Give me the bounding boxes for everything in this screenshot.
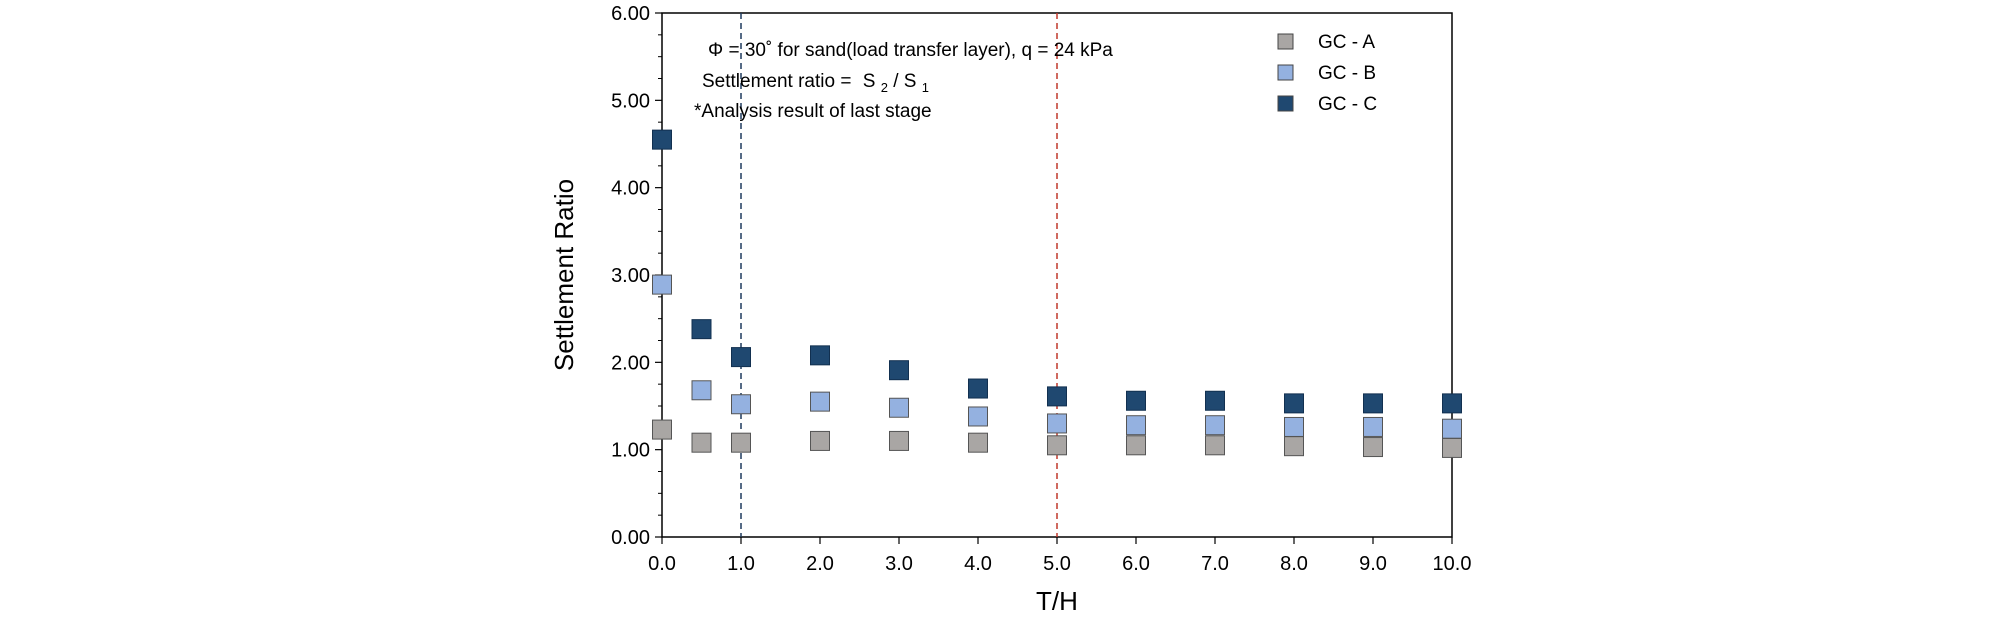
data-point-gc-a <box>1205 435 1225 456</box>
x-tick-label: 9.0 <box>1359 553 1387 575</box>
y-tick-label: 6.00 <box>611 3 650 25</box>
data-point-gc-c <box>1205 390 1225 411</box>
legend-label-gc-b: GC - B <box>1318 63 1376 84</box>
y-tick-label: 2.00 <box>611 352 650 374</box>
x-tick-label: 6.0 <box>1122 553 1150 575</box>
data-point-gc-b <box>691 380 712 401</box>
y-tick-label: 1.00 <box>611 440 650 462</box>
data-point-gc-c <box>691 319 712 340</box>
y-axis-ticks: 0.00 1.00 2.00 3.00 4.00 5.00 6.00 <box>611 3 662 549</box>
legend: GC - A GC - B GC - C <box>1277 32 1377 115</box>
data-point-gc-c <box>1363 393 1383 414</box>
x-tick-label: 5.0 <box>1043 553 1071 575</box>
data-point-gc-b <box>968 406 988 427</box>
annotation-line-3: *Analysis result of last stage <box>694 101 932 122</box>
x-tick-label: 2.0 <box>806 553 834 575</box>
data-point-gc-c <box>731 347 751 368</box>
annotation-s2: S <box>863 71 876 92</box>
annotation-s1-subscript: 1 <box>922 80 929 95</box>
data-point-gc-a <box>1442 437 1462 458</box>
data-point-gc-a <box>691 432 712 453</box>
data-point-gc-b <box>1284 416 1304 437</box>
data-point-gc-a <box>1363 437 1383 458</box>
annotation-line-2-prefix: Settlement ratio = <box>702 71 857 92</box>
data-point-gc-a <box>810 430 830 451</box>
data-point-gc-a <box>968 432 988 453</box>
legend-swatch-gc-a <box>1277 33 1294 50</box>
legend-swatch-gc-c <box>1277 95 1294 112</box>
data-point-gc-c <box>1284 393 1304 414</box>
annotation-s1: S <box>904 71 917 92</box>
data-point-gc-b <box>652 274 672 295</box>
data-point-gc-b <box>1363 416 1383 437</box>
data-point-gc-c <box>810 345 830 366</box>
x-tick-label: 10.0 <box>1433 553 1472 575</box>
data-point-gc-a <box>1284 436 1304 457</box>
data-point-gc-a <box>1126 435 1146 456</box>
data-point-gc-c <box>1442 393 1462 414</box>
x-tick-label: 0.0 <box>648 553 676 575</box>
y-tick-label: 4.00 <box>611 178 650 200</box>
y-tick-label: 0.00 <box>611 527 650 549</box>
data-point-gc-b <box>1047 413 1067 434</box>
x-axis-title: T/H <box>1036 586 1078 616</box>
data-points <box>652 129 1462 458</box>
x-axis-ticks: 0.0 1.0 2.0 3.0 4.0 5.0 6.0 7.0 8.0 9.0 10.0 <box>648 537 1471 575</box>
data-point-gc-a <box>652 419 672 440</box>
y-axis-title: Settlement Ratio <box>549 179 579 371</box>
annotation-line-1: Φ = 30˚ for sand(load transfer layer), q… <box>708 40 1113 61</box>
data-point-gc-a <box>731 432 751 453</box>
annotation-s2-subscript: 2 <box>881 80 888 95</box>
data-point-gc-b <box>810 391 830 412</box>
x-tick-label: 7.0 <box>1201 553 1229 575</box>
x-tick-label: 8.0 <box>1280 553 1308 575</box>
data-point-gc-c <box>652 129 672 150</box>
x-tick-label: 1.0 <box>727 553 755 575</box>
data-point-gc-c <box>1126 390 1146 411</box>
x-tick-label: 3.0 <box>885 553 913 575</box>
data-point-gc-c <box>1047 386 1067 407</box>
legend-label-gc-a: GC - A <box>1318 32 1375 53</box>
data-point-gc-c <box>889 360 909 381</box>
data-point-gc-b <box>889 397 909 418</box>
data-point-gc-c <box>968 378 988 399</box>
data-point-gc-a <box>889 430 909 451</box>
data-point-gc-a <box>1047 435 1067 456</box>
legend-swatch-gc-b <box>1277 64 1294 81</box>
annotation-slash: / <box>893 71 904 92</box>
legend-label-gc-c: GC - C <box>1318 94 1377 115</box>
y-tick-label: 5.00 <box>611 90 650 112</box>
data-point-gc-b <box>1205 415 1225 436</box>
y-tick-label: 3.00 <box>611 265 650 287</box>
data-point-gc-b <box>1126 415 1146 436</box>
x-tick-label: 4.0 <box>964 553 992 575</box>
annotation-block: Φ = 30˚ for sand(load transfer layer), q… <box>694 40 1113 122</box>
data-point-gc-b <box>731 394 751 415</box>
reference-lines <box>740 13 1058 537</box>
annotation-line-2: Settlement ratio = S 2 / S 1 <box>702 71 929 97</box>
data-point-gc-b <box>1442 418 1462 439</box>
